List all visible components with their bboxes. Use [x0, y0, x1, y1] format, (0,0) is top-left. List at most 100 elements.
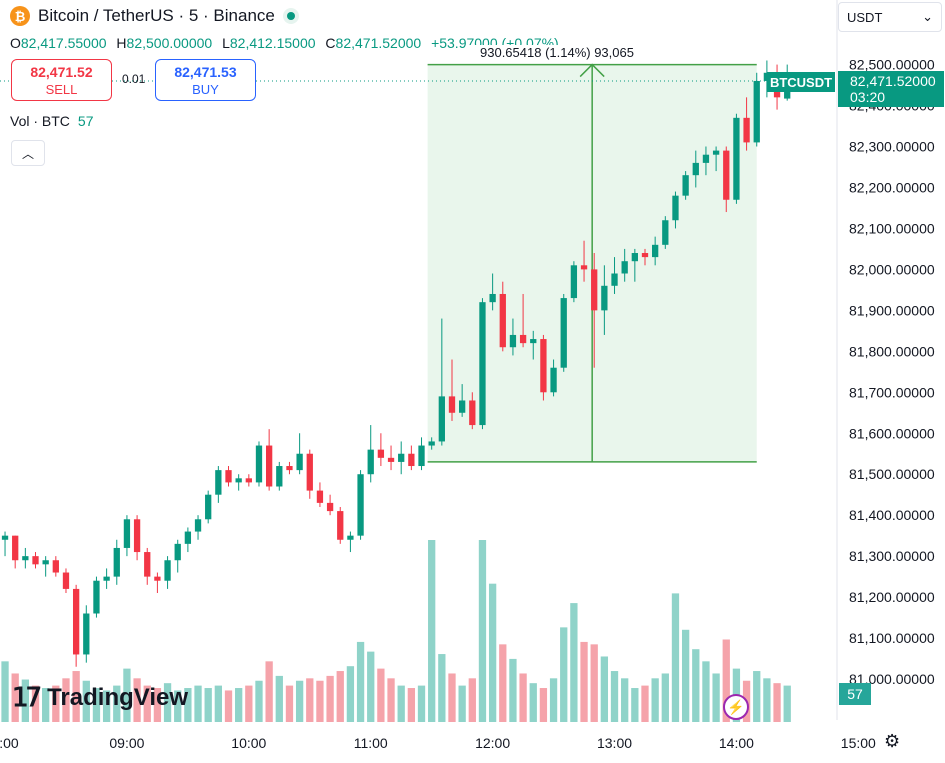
volume-bar [417, 685, 426, 722]
volume-bar [397, 685, 405, 722]
volume-bar [468, 678, 476, 722]
candle-body [235, 478, 242, 483]
y-tick-label: 81,400.00000 [849, 507, 935, 523]
volume-bar [763, 678, 771, 722]
candle-body [164, 560, 171, 581]
candle-body [408, 453, 415, 467]
volume-bar [387, 678, 395, 722]
volume-bar [133, 678, 141, 722]
volume-bar [204, 688, 212, 722]
volume-bar [590, 644, 598, 722]
candle-body [763, 72, 771, 81]
volume-bar [275, 675, 283, 722]
candle-body [489, 293, 496, 303]
volume-bar [255, 680, 263, 722]
candle-body [296, 453, 303, 471]
x-tick-label: 14:00 [719, 735, 754, 751]
candle-body [154, 576, 161, 581]
chevron-down-icon: ⌄ [922, 9, 933, 24]
volume-bar [11, 673, 19, 722]
y-tick-label: 81,600.00000 [849, 425, 935, 441]
volume-bar [529, 683, 537, 722]
candle-body [123, 519, 131, 548]
volume-legend: Vol · BTC 57 [10, 113, 94, 129]
volume-bar [407, 688, 416, 722]
x-tick-label: 15:00 [841, 735, 876, 751]
volume-bar [316, 680, 324, 722]
volume-bar [295, 680, 304, 722]
volume-bar [346, 666, 355, 722]
bar-countdown: 03:20 [850, 89, 886, 105]
volume-bar [306, 678, 314, 722]
volume-bar [245, 685, 253, 722]
candle-body [133, 519, 141, 553]
y-tick-label: 82,000.00000 [849, 261, 935, 277]
y-tick-label: 81,700.00000 [849, 384, 935, 400]
order-quantity[interactable]: 0.01 [122, 72, 146, 86]
volume-bar [265, 661, 273, 722]
candle-body [387, 457, 395, 462]
buy-price: 82,471.53 [174, 63, 237, 80]
buy-button[interactable]: 82,471.53 BUY [155, 59, 256, 101]
open-value: 82,417.55000 [20, 35, 107, 51]
volume-bar [224, 690, 233, 722]
volume-bar [123, 668, 131, 722]
candle-body [144, 552, 151, 577]
x-tick-label: 13:00 [597, 735, 632, 751]
candle-body [723, 150, 730, 200]
volume-bar [519, 673, 527, 722]
chevron-up-icon: ︿ [21, 146, 34, 161]
last-price-tag: 82,471.52000 03:20 [838, 71, 944, 107]
candle-body [62, 572, 70, 589]
volume-bar [753, 671, 761, 722]
candle-body [12, 535, 19, 561]
sell-price: 82,471.52 [30, 63, 93, 80]
candle-body [194, 519, 202, 532]
market-status-icon[interactable] [282, 8, 299, 24]
chart-header: ₿ Bitcoin / TetherUS · 5 · Binance [10, 6, 299, 26]
candle-body [692, 162, 699, 176]
candle-body [712, 150, 720, 155]
volume-bar [702, 661, 710, 722]
candle-body [42, 560, 49, 565]
candle-body [509, 334, 517, 348]
x-tick-label: 10:00 [231, 735, 266, 751]
volume-bar [21, 679, 29, 722]
tradingview-logo[interactable]: 𝟣𝟩 TradingView [12, 682, 189, 712]
symbol-title[interactable]: Bitcoin / TetherUS · 5 · Binance [38, 6, 275, 25]
candle-body [662, 220, 669, 245]
lightning-icon[interactable]: ⚡ [723, 694, 749, 720]
candle-body [286, 466, 293, 471]
candle-body [540, 339, 547, 393]
candle-body [641, 253, 649, 258]
candle-body [672, 195, 679, 221]
high-value: 82,500.00000 [126, 35, 213, 51]
currency-select[interactable]: USDT ⌄ [838, 2, 942, 32]
candle-body [32, 556, 39, 565]
volume-bar [194, 685, 202, 722]
chart-settings-icon[interactable]: ⚙ [884, 731, 901, 751]
sell-button[interactable]: 82,471.52 SELL [11, 59, 112, 101]
volume-bar [712, 673, 720, 722]
tradingview-icon: 𝟣𝟩 [12, 682, 42, 712]
candle-body [601, 285, 608, 311]
candle-body [22, 556, 29, 561]
volume-bar [102, 690, 111, 722]
candle-body [377, 449, 385, 458]
candle-body [316, 490, 324, 503]
candle-body [367, 449, 374, 475]
candle-body [337, 511, 344, 540]
volume-bar [610, 671, 619, 722]
volume-bar [661, 673, 669, 722]
volume-bar [458, 685, 466, 722]
candle-body [276, 466, 283, 487]
y-tick-label: 81,100.00000 [849, 630, 935, 646]
collapse-legend-button[interactable]: ︿ [11, 140, 45, 166]
volume-bar [377, 668, 385, 722]
volume-bar [285, 685, 294, 722]
volume-bar [600, 656, 609, 722]
candle-body [72, 588, 80, 655]
candle-body [265, 445, 273, 487]
candle-body [631, 253, 638, 262]
